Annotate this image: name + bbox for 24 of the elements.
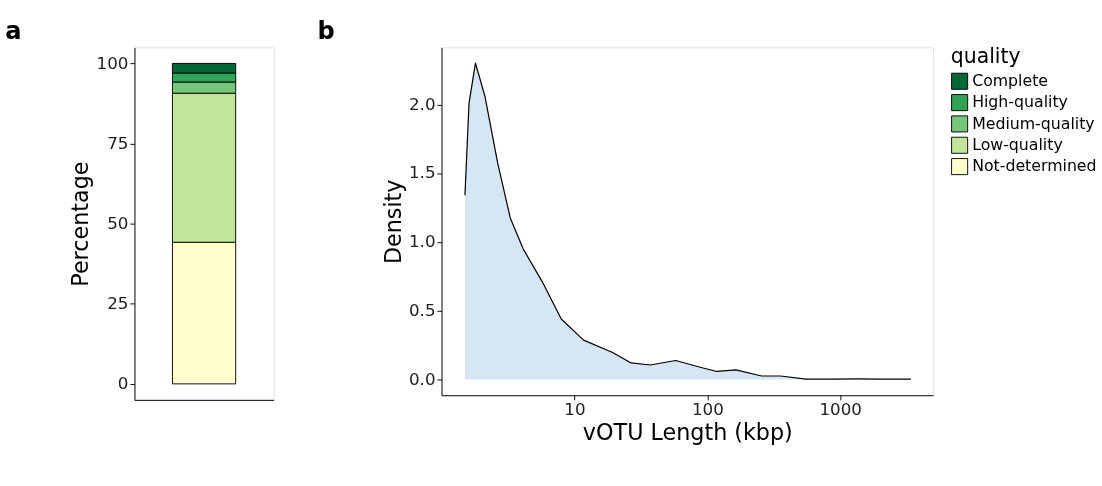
chart-title: b — [317, 17, 335, 46]
x-tick-label: 100 — [691, 400, 724, 420]
y-tick-label: 100 — [96, 53, 129, 73]
legend-label: Not-determined — [972, 156, 1097, 176]
chart-title: a — [5, 17, 22, 46]
y-tick-label: 50 — [107, 213, 129, 233]
y-tick-label: 0 — [117, 373, 129, 393]
y-tick-label: 75 — [107, 133, 129, 153]
x-axis-title: vOTU Length (kbp) — [582, 419, 793, 446]
y-tick-label: 0.5 — [408, 300, 436, 320]
legend-title: quality — [950, 44, 1021, 69]
y-axis-title: Density — [379, 179, 406, 265]
y-tick-label: 0.0 — [408, 369, 436, 389]
legend-label: High-quality — [972, 92, 1068, 112]
legend-label: Low-quality — [972, 134, 1063, 154]
legend-label: Complete — [972, 70, 1049, 90]
y-axis-title: Percentage — [67, 161, 94, 287]
y-tick-label: 1.0 — [408, 232, 436, 252]
legend-label: Medium-quality — [972, 113, 1095, 133]
y-tick-label: 25 — [107, 293, 129, 313]
y-tick-label: 2.0 — [408, 94, 436, 114]
y-tick-label: 1.5 — [408, 163, 436, 183]
x-tick-label: 10 — [564, 400, 586, 420]
x-tick-label: 1000 — [819, 400, 862, 420]
